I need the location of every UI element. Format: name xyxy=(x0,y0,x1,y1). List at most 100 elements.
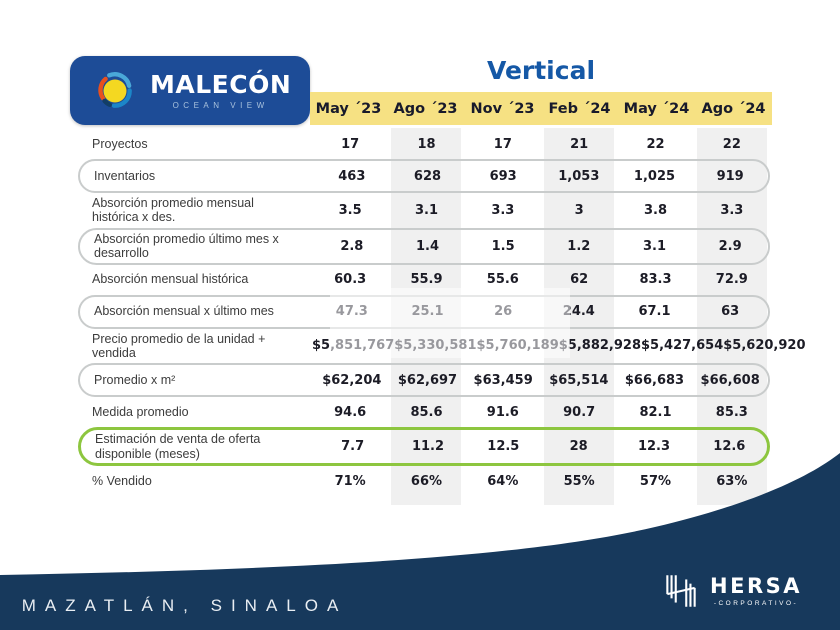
cell-value: 62 xyxy=(570,272,589,287)
cell-value: 63% xyxy=(716,473,748,489)
cell-value: $62,204 xyxy=(322,372,382,388)
table-row: Absorción promedio último mes x desarrol… xyxy=(78,227,770,265)
cell-value: 26 xyxy=(494,304,513,319)
cell-value: $66,608 xyxy=(700,372,760,388)
brand-name: MALECÓN xyxy=(150,69,292,99)
cell-value: 17 xyxy=(341,136,360,152)
cell-value: $5,620,920 xyxy=(723,338,806,354)
cell-value: 693 xyxy=(489,168,517,184)
table-row: Promedio x m² $62,204 $62,697 $63,459 $65,51… xyxy=(78,363,770,398)
month-header: Nov ´23 xyxy=(470,100,535,117)
row-label: Estimación de venta de oferta disponible… xyxy=(95,432,261,461)
cell-value: 12.3 xyxy=(637,439,671,455)
brand-logo: MALECÓN OCEAN VIEW xyxy=(70,56,310,125)
cell-value: 628 xyxy=(413,168,442,184)
cell-value: 17 xyxy=(493,136,512,152)
month-header-band: May ´23 Ago ´23 Nov ´23 Feb ´24 May ´24 Ago ´… xyxy=(310,92,772,125)
cell-value: 1.5 xyxy=(491,238,515,254)
row-label: Proyectos xyxy=(92,136,148,151)
cell-value: 57% xyxy=(639,473,672,489)
row-label: Medida promedio xyxy=(92,405,189,420)
cell-value: $5,760,189 xyxy=(476,338,559,354)
cell-value: 28 xyxy=(569,439,588,455)
table-row: Estimación de venta de oferta disponible… xyxy=(78,427,770,466)
table-row: Medida promedio 94.6 85.6 91.6 90.7 82.1 85.3 xyxy=(78,398,770,426)
cell-value: 2.9 xyxy=(718,238,742,254)
malecon-emblem-icon xyxy=(98,71,132,108)
cell-value: 67.1 xyxy=(638,304,671,319)
row-label: Inventarios xyxy=(94,168,156,183)
cell-value: 21 xyxy=(570,136,589,152)
cell-value: 85.3 xyxy=(715,404,748,420)
row-label: Absorción mensual histórica xyxy=(92,272,249,287)
cell-value: 94.6 xyxy=(334,404,367,420)
cell-value: 463 xyxy=(338,168,366,184)
table-row: Proyectos 17 18 17 21 22 22 xyxy=(78,130,770,158)
row-label: Precio promedio de la unidad + vendida xyxy=(92,331,266,360)
cell-value: 11.2 xyxy=(411,439,445,455)
footer-location: Y MAZATLÁN, SINALOA xyxy=(0,596,348,615)
row-label: % Vendido xyxy=(92,473,152,488)
row-label: Absorción mensual x último mes xyxy=(94,304,274,319)
month-header: May ´23 xyxy=(315,100,382,117)
month-header: Ago ´23 xyxy=(393,100,458,117)
cell-value: 22 xyxy=(722,136,741,152)
cell-value: 919 xyxy=(716,168,744,184)
cell-value: 63 xyxy=(721,304,740,319)
cell-value: 22 xyxy=(646,136,665,152)
data-table: Proyectos 17 18 17 21 22 22 Inventarios 463 628 69… xyxy=(78,130,806,496)
cell-value: $63,459 xyxy=(473,372,533,388)
cell-value: 91.6 xyxy=(486,404,519,420)
cell-value: 25.1 xyxy=(411,304,444,319)
cell-value: 3.3 xyxy=(491,202,515,218)
hersa-name: HERSA xyxy=(710,573,802,598)
cell-value: 66% xyxy=(410,473,443,489)
cell-value: 3.1 xyxy=(642,238,666,254)
cell-value: 2.8 xyxy=(340,238,364,254)
cell-value: 3.1 xyxy=(414,202,438,218)
cell-value: 83.3 xyxy=(639,272,672,287)
cell-value: 82.1 xyxy=(639,404,672,420)
cell-value: 1,025 xyxy=(633,168,676,184)
cell-value: $5,427,654 xyxy=(641,338,724,354)
month-header: Feb ´24 xyxy=(548,100,611,117)
row-label: Absorción promedio mensual histórica x d… xyxy=(92,196,254,225)
cell-value: 71% xyxy=(334,473,366,489)
cell-value: 12.6 xyxy=(713,439,746,455)
table-row: Absorción mensual histórica 60.3 55.9 55.6 6… xyxy=(78,266,770,294)
hersa-subtitle: -CORPORATIVO- xyxy=(713,599,799,607)
cell-value: 18 xyxy=(417,136,436,152)
cell-value: 3.5 xyxy=(338,202,362,218)
cell-value: 47.3 xyxy=(335,304,368,319)
table-row: Inventarios 463 628 693 1,053 1,025 919 xyxy=(78,159,770,193)
brand-subtitle: OCEAN VIEW xyxy=(172,100,269,110)
hersa-icon xyxy=(666,575,696,607)
cell-value: 3.3 xyxy=(720,202,744,218)
cell-value: 60.3 xyxy=(334,272,367,287)
cell-value: $66,683 xyxy=(624,372,685,388)
row-label: Promedio x m² xyxy=(94,373,176,388)
cell-value: 12.5 xyxy=(487,439,520,455)
month-header: Ago ´24 xyxy=(701,100,766,117)
table-row: Precio promedio de la unidad + vendida $5… xyxy=(78,330,806,363)
cell-value: 1.2 xyxy=(567,238,591,254)
cell-value: 85.6 xyxy=(410,404,443,420)
cell-value: 72.9 xyxy=(715,272,748,287)
cell-value: 64% xyxy=(487,473,519,489)
cell-value: $5,330,581 xyxy=(394,338,477,354)
cell-value: 3.8 xyxy=(643,202,667,218)
cell-value: 55.6 xyxy=(486,272,519,287)
cell-value: 55.9 xyxy=(410,272,443,287)
cell-value: 24.4 xyxy=(562,304,595,319)
cell-value: $5,882,928 xyxy=(558,338,641,354)
cell-value: $5,851,767 xyxy=(312,338,395,354)
hersa-logo: HERSA -CORPORATIVO- xyxy=(660,570,802,612)
cell-value: $65,514 xyxy=(549,372,609,388)
cell-value: $62,697 xyxy=(397,372,458,388)
table-row: Absorción promedio mensual histórica x d… xyxy=(78,194,770,227)
cell-value: 55% xyxy=(563,473,595,489)
cell-value: 3 xyxy=(574,202,584,218)
cell-value: 1,053 xyxy=(558,168,600,184)
month-header: May ´24 xyxy=(623,100,690,117)
